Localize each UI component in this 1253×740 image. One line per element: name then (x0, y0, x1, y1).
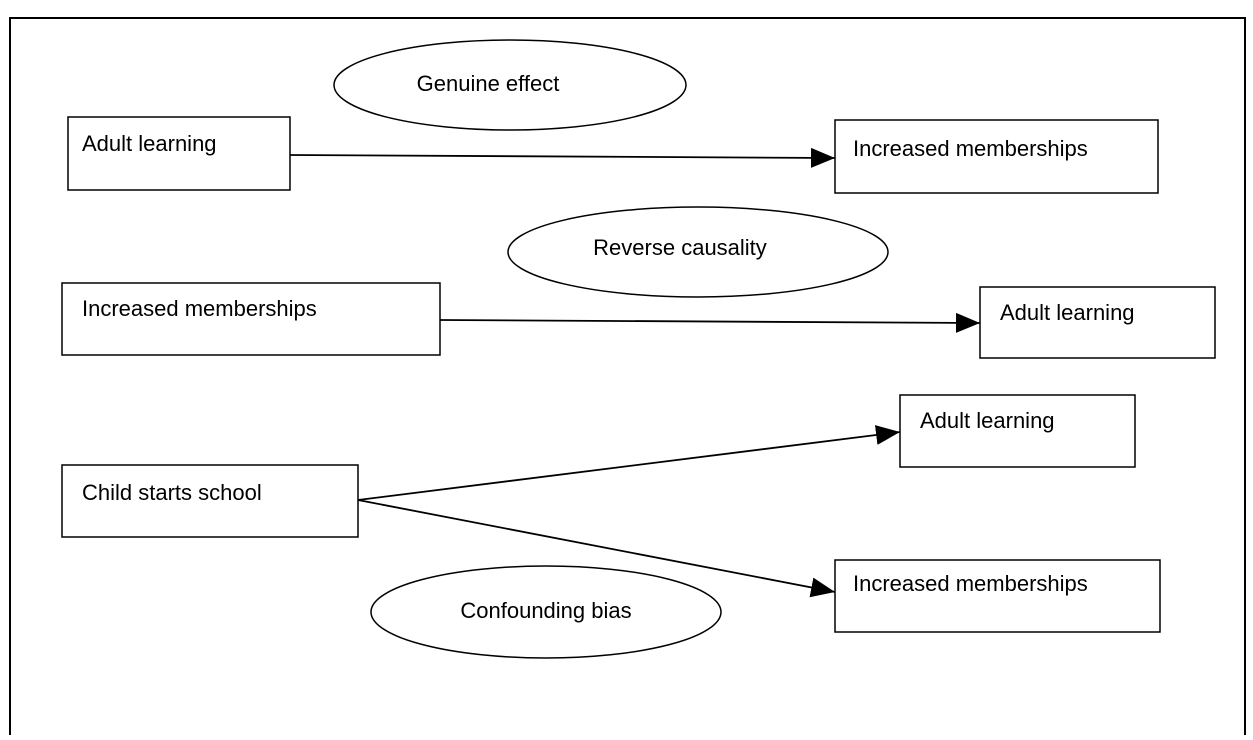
frame (9, 17, 1246, 735)
arrow (357, 425, 901, 501)
node-label: Adult learning (1000, 300, 1135, 325)
node-box (834, 559, 1161, 633)
arrow (439, 312, 981, 333)
node-label: Adult learning (82, 131, 217, 156)
panel-label: Confounding bias (460, 598, 631, 623)
node-box (67, 116, 291, 191)
panel-label: Reverse causality (593, 235, 767, 260)
label-ellipse (507, 206, 889, 298)
node-box (61, 464, 359, 538)
node-box (899, 394, 1136, 468)
node-label: Increased memberships (853, 571, 1088, 596)
node-label: Increased memberships (853, 136, 1088, 161)
node-box (61, 282, 441, 356)
panel-label: Genuine effect (417, 71, 560, 96)
label-ellipse (333, 39, 687, 131)
arrow (357, 499, 836, 598)
node-label: Increased memberships (82, 296, 317, 321)
label-ellipse (370, 565, 722, 659)
node-label: Child starts school (82, 480, 262, 505)
node-box (834, 119, 1159, 194)
arrow (289, 147, 836, 168)
node-label: Adult learning (920, 408, 1055, 433)
